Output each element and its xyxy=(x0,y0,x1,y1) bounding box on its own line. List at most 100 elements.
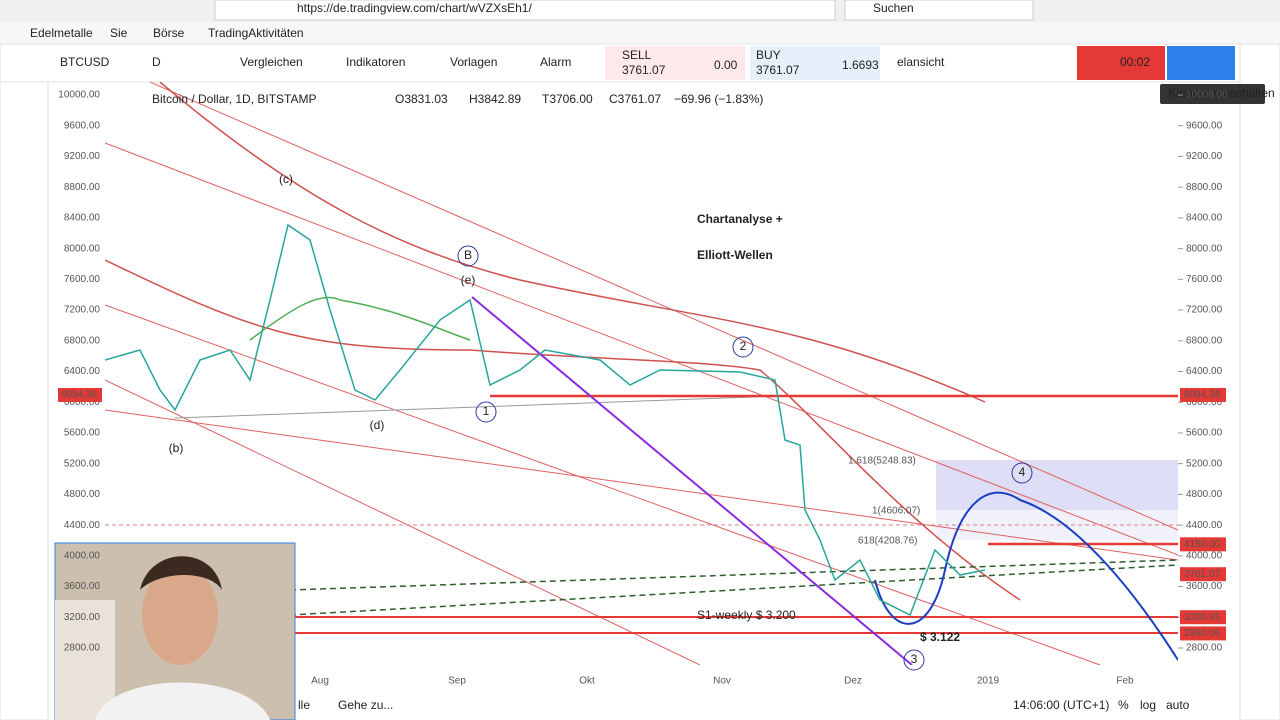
wave-circle xyxy=(732,336,754,358)
percent-toggle[interactable]: % xyxy=(1118,698,1129,712)
y-tick-label-left: 6400.00 xyxy=(64,366,101,377)
price-tag xyxy=(1180,537,1226,552)
sell-box[interactable] xyxy=(605,46,745,80)
y-tick-label-left: 3200.00 xyxy=(64,612,101,623)
y-tick-label-left: 10000.00 xyxy=(58,90,100,101)
sell-label: SELL xyxy=(622,48,652,62)
price-tag-label-left: 6094.38 xyxy=(61,390,98,401)
price-tag-label: 3200.95 xyxy=(1184,612,1221,623)
toolbar-button[interactable]: Vorlagen xyxy=(450,55,497,69)
layout[interactable]: elansicht xyxy=(897,55,945,69)
bookmark[interactable]: Sie xyxy=(110,26,128,40)
chart-legend: Bitcoin / Dollar, 1D, BITSTAMP xyxy=(152,92,317,106)
toolbar-button[interactable]: Vergleichen xyxy=(240,55,303,69)
y-tick-label: 8400.00 xyxy=(1186,213,1223,224)
url: https://de.tradingview.com/chart/wVZXsEh… xyxy=(297,1,532,15)
price-tag-label: 2990.06 xyxy=(1184,628,1221,639)
price-tag-label: 6094.38 xyxy=(1184,390,1221,401)
y-tick-label: 8000.00 xyxy=(1186,243,1223,254)
clock: 14:06:00 (UTC+1) xyxy=(1013,698,1109,712)
fib-label: 1.618(5248.83) xyxy=(848,456,916,467)
y-tick-label: 6400.00 xyxy=(1186,366,1223,377)
y-tick-label-left: 4000.00 xyxy=(64,550,101,561)
y-tick-label-left: 8400.00 xyxy=(64,213,101,224)
bookmark-bar xyxy=(0,22,1280,44)
interval[interactable]: D xyxy=(152,55,161,69)
symbol[interactable]: BTCUSD xyxy=(60,55,110,69)
y-tick-label: 7200.00 xyxy=(1186,305,1223,316)
y-tick-label-left: 5200.00 xyxy=(64,458,101,469)
wave-label: B xyxy=(464,248,472,262)
fib-label: 618(4208.76) xyxy=(858,536,918,547)
wave-label: (e) xyxy=(461,273,476,287)
x-tick-label: Okt xyxy=(579,676,595,687)
ohlc: T3706.00 xyxy=(542,92,593,106)
trend-line xyxy=(149,82,1178,531)
ohlc: −69.96 (−1.83%) xyxy=(674,92,763,106)
auto-toggle[interactable]: auto xyxy=(1166,698,1190,712)
sell-price: 3761.07 xyxy=(622,63,666,77)
tool-sidebar xyxy=(0,81,49,720)
y-tick-label-left: 2800.00 xyxy=(64,643,101,654)
y-tick-label: 4800.00 xyxy=(1186,489,1223,500)
drawings xyxy=(105,82,1178,665)
bottom-button[interactable]: lle xyxy=(298,698,310,712)
x-tick-label: Sep xyxy=(448,676,466,687)
bookmark[interactable]: Börse xyxy=(153,26,185,40)
fib-zone xyxy=(936,460,1178,510)
y-tick-label: 8800.00 xyxy=(1186,182,1223,193)
y-tick-label-left: 3600.00 xyxy=(64,581,101,592)
quantity: 1.6693 xyxy=(842,58,879,72)
ohlc: H3842.89 xyxy=(469,92,521,106)
wave-label: 4 xyxy=(1019,465,1026,479)
mic-camera-buttons[interactable] xyxy=(1167,46,1235,80)
wave-label: (c) xyxy=(279,172,293,186)
y-tick-label-left: 4400.00 xyxy=(64,520,101,531)
y-tick-label: 7600.00 xyxy=(1186,274,1223,285)
bookmark[interactable]: Edelmetalle xyxy=(30,26,93,40)
search-field[interactable] xyxy=(844,0,1034,21)
bookmark[interactable]: TradingAktivitäten xyxy=(208,26,304,40)
y-tick-label-left: 7200.00 xyxy=(64,305,101,316)
record-button[interactable] xyxy=(1077,46,1165,80)
price-path xyxy=(105,223,986,617)
toolbar-button[interactable]: Indikatoren xyxy=(346,55,405,69)
wave-circle xyxy=(1011,462,1033,484)
wave-projection xyxy=(874,491,1178,661)
trend-line xyxy=(105,409,1178,561)
price-tag-label: 3761.07 xyxy=(1184,569,1221,580)
y-tick-label: 4000.00 xyxy=(1186,550,1223,561)
y-tick-label-left: 8800.00 xyxy=(64,182,101,193)
search-placeholder: Suchen xyxy=(873,1,914,15)
toolbar-button[interactable]: Alarm xyxy=(540,55,571,69)
y-tick-label: 9600.00 xyxy=(1186,120,1223,131)
x-tick-label: Nov xyxy=(713,676,731,687)
wave-line xyxy=(471,296,913,665)
wave-circle xyxy=(457,245,479,267)
y-tick-label: 3600.00 xyxy=(1186,581,1223,592)
right-sidebar xyxy=(1239,43,1280,720)
y-tick-label: 10000.00 xyxy=(1186,90,1228,101)
webcam-shirt xyxy=(95,682,270,720)
url-field[interactable] xyxy=(214,0,836,21)
timer[interactable]: 00:02 xyxy=(1120,55,1150,69)
moving-average xyxy=(249,296,471,341)
price-tag xyxy=(1180,626,1226,641)
wave-label: 3 xyxy=(911,652,918,666)
wave-label: (d) xyxy=(370,418,385,432)
y-tick-label-left: 7600.00 xyxy=(64,274,101,285)
x-tick-label: Feb xyxy=(1116,676,1134,687)
log-toggle[interactable]: log xyxy=(1140,698,1156,712)
y-tick-label-left: 9200.00 xyxy=(64,151,101,162)
support-label: S1-weekly $ 3.200 xyxy=(697,608,796,622)
ohlc: O3831.03 xyxy=(395,92,448,106)
buy-box[interactable] xyxy=(750,46,880,80)
y-tick-label-left: 5600.00 xyxy=(64,428,101,439)
wave-circle xyxy=(475,401,497,423)
goto-button[interactable]: Gehe zu... xyxy=(338,698,393,712)
trend-line xyxy=(105,142,1178,556)
low-label: $ 3.122 xyxy=(920,630,960,644)
x-tick-label: 2019 xyxy=(977,676,1000,687)
wave-label: 2 xyxy=(740,339,747,353)
